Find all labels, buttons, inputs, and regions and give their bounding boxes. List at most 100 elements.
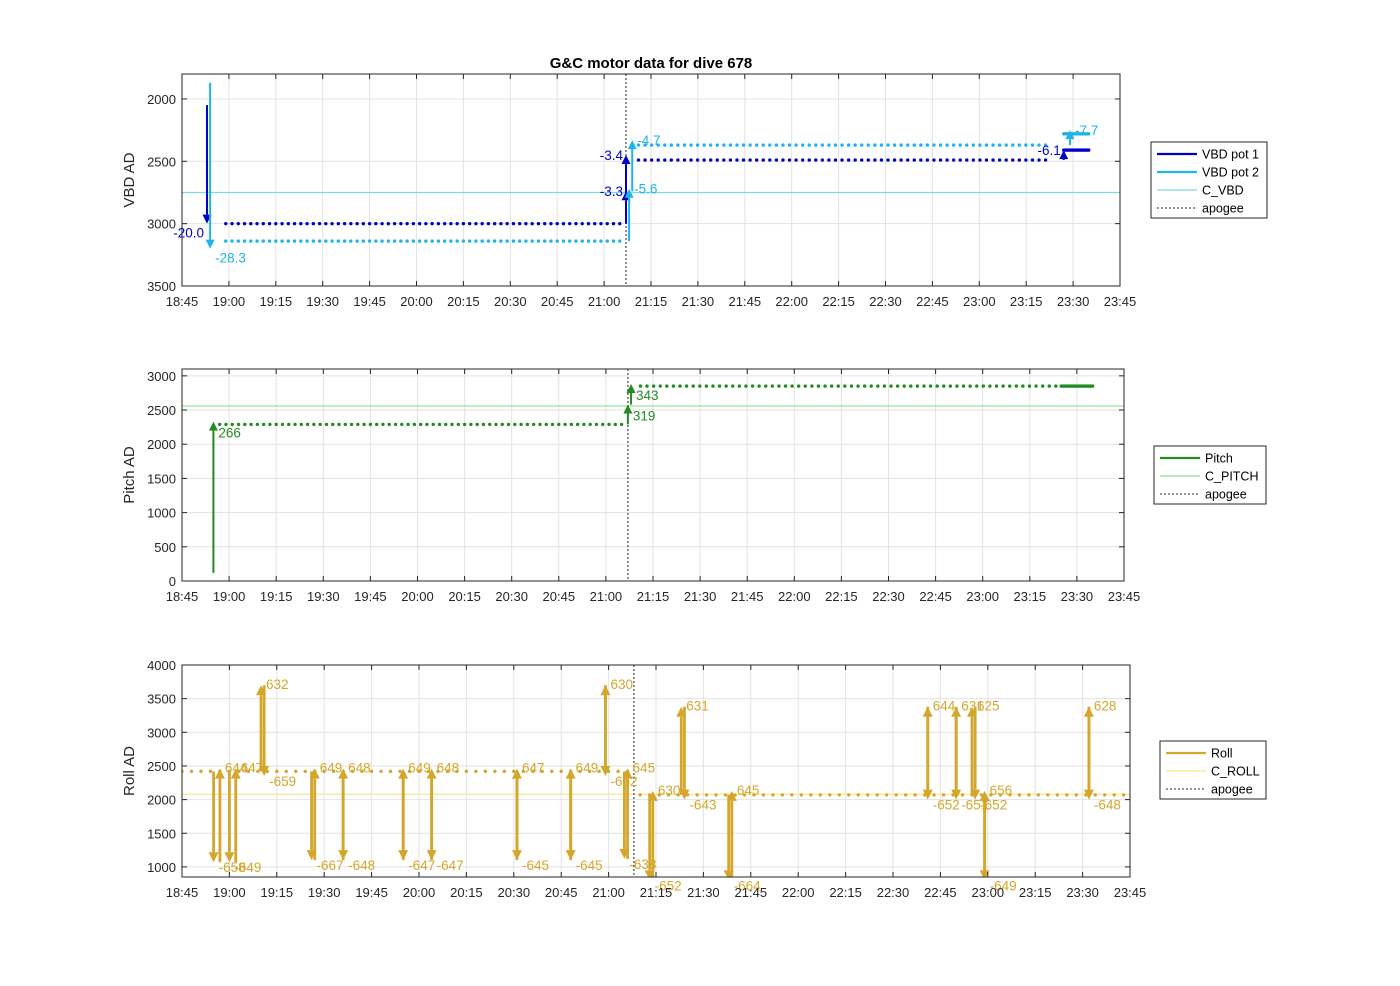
- data-point: [367, 221, 372, 226]
- data-point: [669, 143, 674, 147]
- data-point: [400, 422, 404, 427]
- data-point: [876, 384, 880, 388]
- data-point: [387, 422, 391, 427]
- data-point: [866, 158, 871, 162]
- move-arrow-head: [511, 768, 522, 779]
- x-tick-label: 20:00: [403, 885, 436, 900]
- data-point: [905, 158, 910, 162]
- data-point: [771, 793, 775, 797]
- data-point: [267, 221, 272, 226]
- data-point: [678, 384, 682, 388]
- data-point: [1087, 132, 1091, 136]
- data-point: [919, 158, 923, 162]
- data-point: [464, 769, 469, 774]
- data-point: [735, 158, 739, 162]
- move-arrow-head: [208, 852, 219, 863]
- data-point: [480, 239, 484, 243]
- data-point: [224, 221, 228, 226]
- data-point: [853, 143, 857, 147]
- data-point: [586, 239, 591, 243]
- data-point: [1040, 384, 1045, 388]
- x-tick-label: 20:30: [495, 589, 528, 604]
- y-tick-label: 2500: [147, 759, 176, 774]
- legend-label: C_PITCH: [1205, 470, 1258, 484]
- data-point: [411, 239, 416, 243]
- data-point: [689, 158, 693, 162]
- move-label: -3.4: [600, 148, 624, 163]
- data-point: [945, 143, 949, 147]
- move-label: 648: [348, 761, 371, 776]
- data-point: [958, 143, 962, 147]
- data-point: [860, 143, 864, 147]
- data-point: [816, 384, 821, 388]
- data-point: [237, 769, 241, 774]
- data-point: [879, 143, 884, 147]
- data-point: [814, 143, 818, 147]
- data-point: [331, 769, 336, 774]
- data-point: [236, 221, 240, 226]
- data-point: [989, 793, 993, 797]
- move-label: 656: [990, 783, 1013, 798]
- data-point: [611, 221, 616, 226]
- data-point: [691, 384, 695, 388]
- data-point: [189, 769, 194, 774]
- x-tick-label: 22:30: [872, 589, 905, 604]
- y-tick-label: 3000: [147, 725, 176, 740]
- data-point: [455, 221, 459, 226]
- x-tick-label: 21:30: [682, 294, 715, 309]
- data-point: [557, 422, 561, 427]
- data-point: [502, 769, 507, 774]
- data-point: [406, 422, 410, 427]
- legend-label: C_ROLL: [1211, 765, 1260, 779]
- x-tick-label: 23:30: [1057, 294, 1090, 309]
- x-tick-label: 19:30: [306, 294, 339, 309]
- y-tick-label: 2500: [147, 154, 176, 169]
- move-arrow-head: [647, 790, 658, 801]
- x-tick-label: 19:30: [308, 885, 341, 900]
- data-point: [424, 221, 428, 226]
- data-point: [249, 221, 253, 226]
- data-point: [856, 793, 860, 797]
- data-point: [636, 143, 641, 147]
- data-point: [807, 143, 811, 147]
- data-point: [666, 793, 671, 797]
- data-point: [1093, 793, 1097, 797]
- data-point: [803, 384, 807, 388]
- x-tick-label: 20:45: [543, 589, 576, 604]
- data-point: [757, 384, 761, 388]
- data-point: [425, 422, 429, 427]
- data-point: [299, 239, 303, 243]
- data-point: [317, 221, 322, 226]
- data-point: [286, 221, 291, 226]
- data-point: [512, 769, 516, 774]
- data-point: [499, 221, 503, 226]
- data-point: [1017, 158, 1022, 162]
- data-point: [912, 143, 916, 147]
- data-point: [768, 143, 772, 147]
- data-point: [991, 158, 995, 162]
- data-point: [1043, 158, 1048, 162]
- data-point: [236, 422, 241, 427]
- data-point: [442, 239, 447, 243]
- data-point: [369, 769, 374, 774]
- data-point: [919, 143, 923, 147]
- data-point: [330, 239, 334, 243]
- data-point: [511, 239, 516, 243]
- data-point: [925, 158, 930, 162]
- data-point: [915, 384, 920, 388]
- x-tick-label: 21:45: [731, 589, 764, 604]
- data-point: [255, 221, 259, 226]
- x-tick-label: 21:15: [635, 294, 668, 309]
- x-tick-label: 20:15: [447, 294, 480, 309]
- move-label: -28.3: [215, 251, 246, 266]
- data-point: [599, 221, 603, 226]
- data-point: [665, 384, 669, 388]
- data-point: [663, 158, 667, 162]
- data-point: [417, 221, 422, 226]
- data-point: [542, 221, 547, 226]
- data-point: [568, 221, 572, 226]
- data-point: [794, 143, 798, 147]
- data-point: [246, 769, 251, 774]
- move-arrow-head: [679, 789, 690, 800]
